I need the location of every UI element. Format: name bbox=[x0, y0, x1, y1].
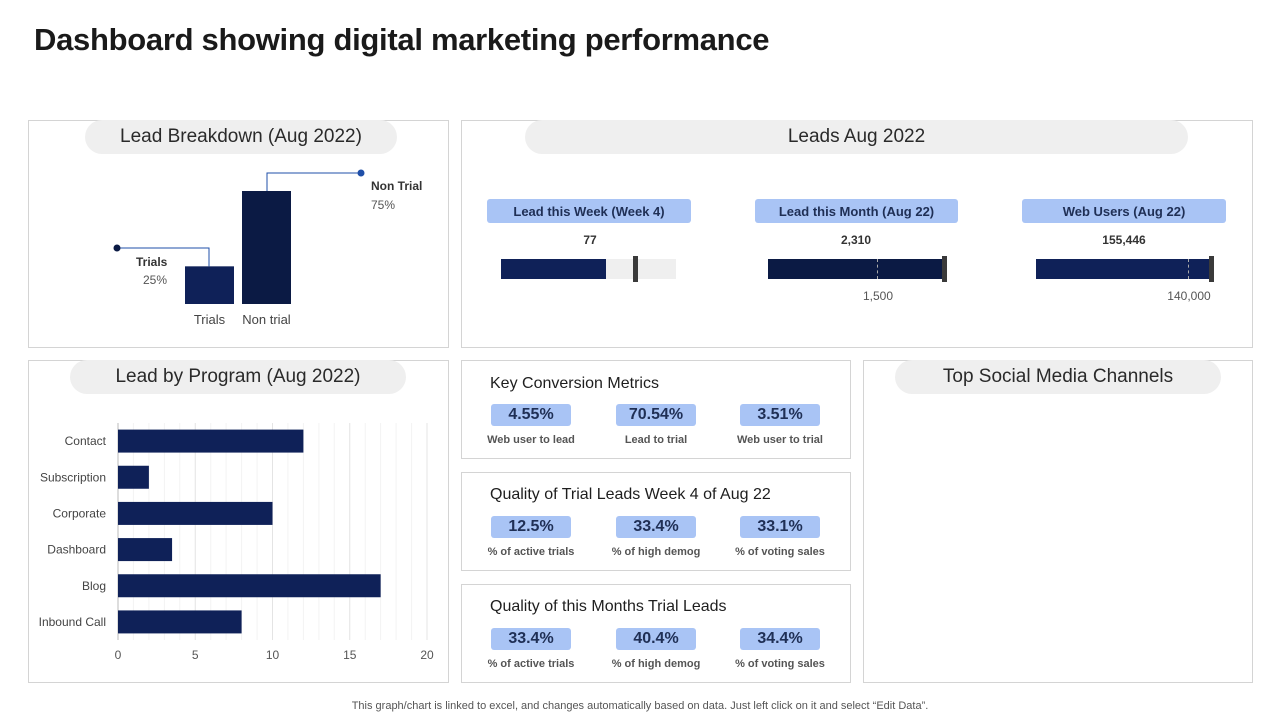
lead-breakdown-title: Lead Breakdown (Aug 2022) bbox=[85, 120, 397, 154]
bar-dashboard bbox=[118, 538, 173, 562]
x-tick-label: Non trial bbox=[242, 312, 291, 327]
x-tick-label: 10 bbox=[266, 648, 280, 662]
bar-contact bbox=[118, 429, 304, 453]
metric-web-bar-fill bbox=[1036, 259, 1212, 279]
quality-week-title: Quality of Trial Leads Week 4 of Aug 22 bbox=[490, 486, 771, 503]
trials-pct: 25% bbox=[143, 273, 167, 287]
metric-week-label: Lead this Week (Week 4) bbox=[487, 199, 691, 223]
kpi-month-active-trials: 33.4% bbox=[491, 628, 571, 650]
y-tick-label: Dashboard bbox=[47, 543, 106, 557]
bar-non-trial bbox=[242, 191, 291, 304]
footer-note: This graph/chart is linked to excel, and… bbox=[351, 700, 929, 712]
lead-program-title: Lead by Program (Aug 2022) bbox=[70, 360, 406, 394]
kpi-week-high-demog: 33.4% bbox=[616, 516, 696, 538]
metric-month-target-marker bbox=[877, 259, 878, 279]
metric-month-target-label: 1,500 bbox=[862, 289, 894, 303]
bar-corporate bbox=[118, 501, 273, 525]
y-tick-label: Contact bbox=[65, 434, 107, 448]
lead-breakdown-chart: Trials Non trial Trials 25% Non Trial 75% bbox=[113, 169, 422, 327]
bar-blog bbox=[118, 574, 381, 598]
y-tick-label: Inbound Call bbox=[39, 615, 106, 629]
metric-month-bar-cap bbox=[942, 256, 947, 282]
nontrial-pct: 75% bbox=[371, 198, 395, 212]
kpi-web-to-lead-label: Web user to lead bbox=[487, 434, 575, 446]
trials-annotation: Trials bbox=[136, 255, 168, 269]
metric-week-value: 77 bbox=[583, 233, 597, 247]
x-tick-label: 5 bbox=[192, 648, 199, 662]
quality-month-title: Quality of this Months Trial Leads bbox=[490, 598, 727, 615]
social-media-panel bbox=[863, 360, 1253, 683]
kpi-week-voting-sales-label: % of voting sales bbox=[735, 546, 825, 558]
metric-month-value: 2,310 bbox=[840, 233, 872, 247]
kpi-week-active-trials: 12.5% bbox=[491, 516, 571, 538]
leads-aug-title: Leads Aug 2022 bbox=[525, 120, 1188, 154]
x-tick-label: 15 bbox=[343, 648, 357, 662]
metric-web-label: Web Users (Aug 22) bbox=[1022, 199, 1226, 223]
social-media-title: Top Social Media Channels bbox=[895, 360, 1221, 394]
kpi-week-voting-sales: 33.1% bbox=[740, 516, 820, 538]
kpi-web-to-trial-label: Web user to trial bbox=[737, 434, 823, 446]
kpi-month-high-demog: 40.4% bbox=[616, 628, 696, 650]
kpi-web-to-trial: 3.51% bbox=[740, 404, 820, 426]
y-tick-label: Corporate bbox=[53, 506, 107, 520]
y-tick-label: Blog bbox=[82, 579, 106, 593]
metric-web-value: 155,446 bbox=[1102, 233, 1146, 247]
bar-inbound-call bbox=[118, 610, 242, 634]
bar-subscription bbox=[118, 465, 149, 489]
lead-breakdown-panel bbox=[28, 120, 449, 348]
x-tick-label: 0 bbox=[115, 648, 122, 662]
trials-marker bbox=[113, 244, 121, 252]
metric-web-bar-cap bbox=[1209, 256, 1214, 282]
kpi-month-voting-sales: 34.4% bbox=[740, 628, 820, 650]
y-tick-label: Subscription bbox=[40, 470, 106, 484]
metric-week-bar-cap bbox=[633, 256, 638, 282]
kpi-week-active-trials-label: % of active trials bbox=[487, 546, 575, 558]
key-conversion-title: Key Conversion Metrics bbox=[490, 375, 659, 392]
kpi-month-high-demog-label: % of high demog bbox=[611, 658, 701, 670]
kpi-month-voting-sales-label: % of voting sales bbox=[735, 658, 825, 670]
metric-web-target-label: 140,000 bbox=[1167, 289, 1211, 303]
x-tick-label: Trials bbox=[194, 312, 226, 327]
nontrial-annotation: Non Trial bbox=[371, 179, 422, 193]
leads-aug-panel bbox=[461, 120, 1253, 348]
kpi-week-high-demog-label: % of high demog bbox=[611, 546, 701, 558]
page-title: Dashboard showing digital marketing perf… bbox=[34, 22, 770, 57]
kpi-lead-to-trial: 70.54% bbox=[616, 404, 696, 426]
metric-week-bar-fill bbox=[501, 259, 606, 279]
lead-program-chart: Contact Subscription Corporate Dashboard Blo… bbox=[39, 423, 434, 662]
trials-connector bbox=[117, 247, 210, 267]
kpi-month-active-trials-label: % of active trials bbox=[487, 658, 575, 670]
nontrial-marker bbox=[357, 169, 365, 177]
bar-trials bbox=[185, 266, 234, 304]
x-tick-label: 20 bbox=[420, 648, 434, 662]
kpi-web-to-lead: 4.55% bbox=[491, 404, 571, 426]
metric-web-target-marker bbox=[1188, 259, 1189, 279]
nontrial-connector bbox=[266, 172, 361, 191]
kpi-lead-to-trial-label: Lead to trial bbox=[624, 434, 688, 446]
metric-month-label: Lead this Month (Aug 22) bbox=[755, 199, 958, 223]
metric-month-bar-fill bbox=[768, 259, 945, 279]
